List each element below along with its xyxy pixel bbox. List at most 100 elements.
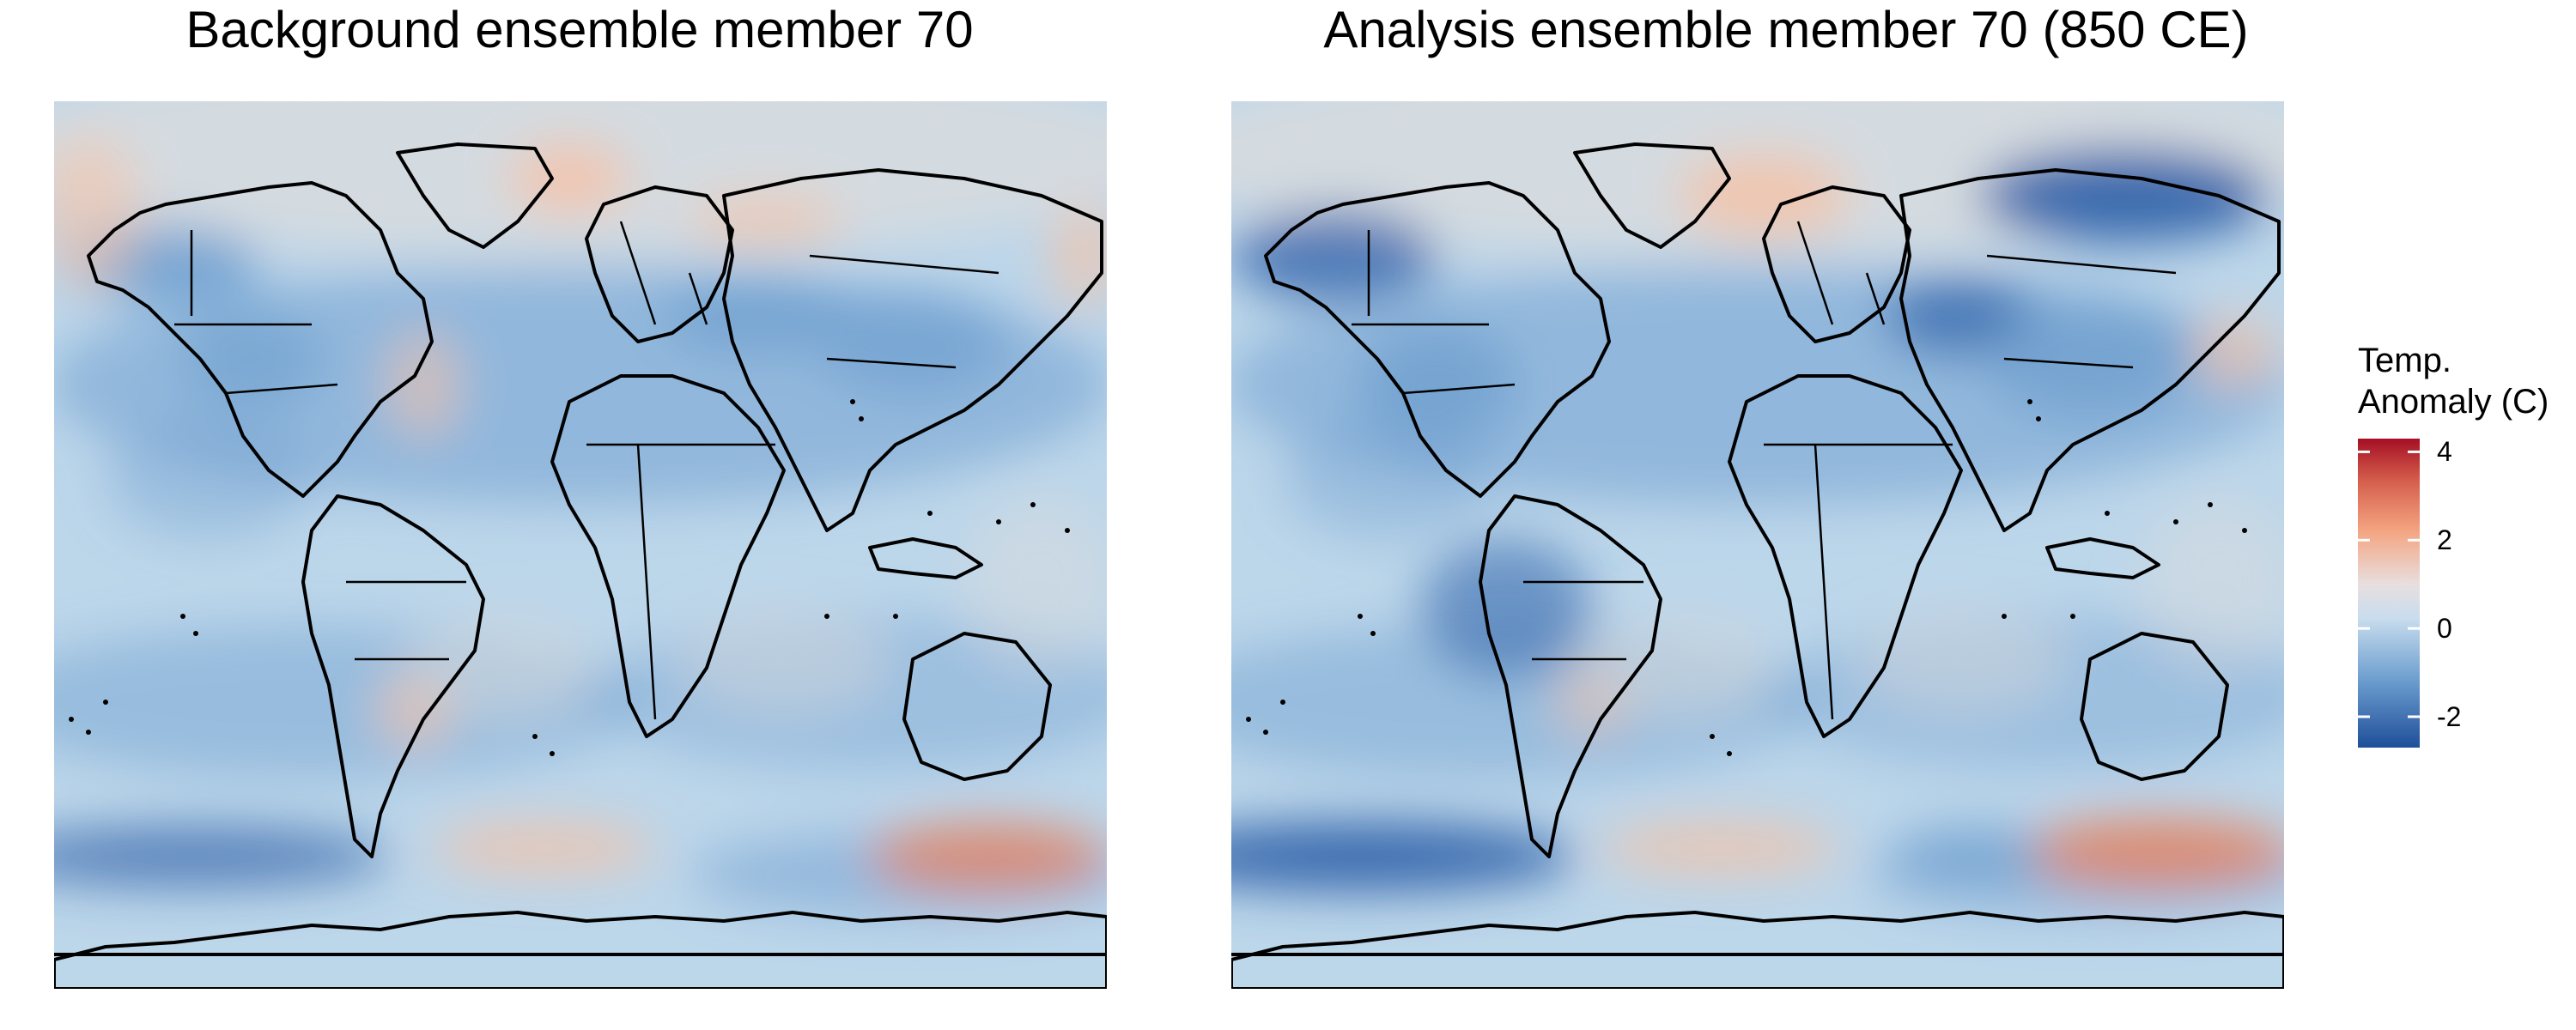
landmass-outline: [2080, 632, 2229, 781]
island-dot: [86, 730, 91, 735]
anomaly-blob: [1601, 822, 1841, 874]
anomaly-blob: [1987, 299, 2193, 419]
landmass-outline: [550, 374, 786, 738]
landmass-outline: [87, 181, 434, 498]
analysis-map: [1231, 101, 2284, 989]
island-dot: [1358, 614, 1363, 619]
anomaly-blob: [432, 822, 655, 874]
legend-tick-label: -2: [2437, 701, 2462, 732]
legend-ticks: [2358, 450, 2420, 718]
country-border: [1796, 221, 1834, 325]
landmass-outline: [1899, 168, 2281, 532]
island-dot: [996, 519, 1001, 524]
landmass-outline: [1479, 494, 1662, 858]
coastlines: [1231, 142, 2284, 989]
island-dot: [69, 717, 74, 722]
island-dot: [2070, 614, 2075, 619]
landmass-outline: [396, 142, 554, 249]
anomaly-blob: [1678, 153, 1850, 239]
legend-tick-label: 0: [2437, 613, 2452, 645]
anomaly-blob: [1420, 539, 1592, 676]
anomaly-blob: [1858, 608, 2064, 711]
anomaly-blob: [1583, 616, 1772, 719]
landmass-outline: [722, 168, 1103, 532]
country-border: [809, 254, 999, 275]
anomaly-blob: [1360, 324, 1515, 445]
anomaly-blob: [2142, 496, 2284, 668]
island-dot: [1727, 751, 1732, 756]
landmass-outline: [1762, 185, 1911, 343]
island-dot: [893, 614, 898, 619]
island-dot: [859, 416, 864, 421]
anomaly-blob: [54, 827, 389, 887]
landmass-outline: [301, 494, 485, 858]
island-dot: [1280, 700, 1285, 705]
anomaly-blob: [2021, 818, 2284, 887]
anomaly-blob: [964, 496, 1107, 668]
legend-title-line1: Temp.: [2358, 342, 2451, 379]
country-border: [225, 383, 338, 395]
legend-tick-label: 4: [2437, 436, 2452, 468]
island-dot: [2002, 614, 2007, 619]
anomaly-blob: [1283, 419, 1489, 539]
landmass-outline: [1231, 911, 2284, 989]
island-dot: [2105, 511, 2110, 516]
legend-gradient: [2358, 439, 2420, 748]
anomaly-field: [54, 101, 1107, 917]
anomaly-blob: [389, 333, 458, 436]
island-dot: [2173, 519, 2178, 524]
anomaly-blob: [2193, 316, 2279, 385]
anomaly-blob: [1231, 209, 1437, 303]
landmass-outline: [54, 911, 1107, 989]
country-border: [636, 444, 657, 720]
landmass-outline: [1264, 181, 1611, 498]
island-dot: [850, 399, 855, 404]
island-dot: [532, 734, 538, 739]
country-borders: [1352, 221, 2177, 720]
island-dot: [550, 751, 555, 756]
anomaly-blob: [106, 419, 312, 539]
landmass-outline: [868, 537, 983, 579]
country-border: [1402, 383, 1516, 395]
country-border: [1865, 272, 1886, 325]
anomaly-blob: [870, 822, 1107, 891]
country-border: [1814, 444, 1834, 720]
island-dot: [2208, 502, 2213, 507]
island-dot: [2242, 528, 2247, 533]
anomaly-blob: [1893, 827, 2047, 878]
landmass-outline: [1573, 142, 1731, 249]
legend-title-line2: Anomaly (C): [2358, 383, 2549, 421]
island-dot: [1065, 528, 1070, 533]
anomaly-blob: [380, 676, 449, 745]
country-border: [688, 272, 708, 325]
anomaly-blob: [681, 608, 887, 711]
anomaly-blob: [1978, 148, 2270, 243]
landmass-outline: [1728, 374, 1963, 738]
island-dot: [2027, 399, 2032, 404]
analysis-panel-title: Analysis ensemble member 70 (850 CE): [1323, 1, 2249, 58]
island-dot: [824, 614, 829, 619]
landmass-outline: [2045, 537, 2160, 579]
anomaly-blob: [818, 290, 1007, 393]
anomaly-blob: [1231, 822, 1575, 891]
landmass-outline: [902, 632, 1052, 781]
country-border: [619, 221, 657, 325]
island-dot: [927, 511, 933, 516]
island-dot: [1246, 717, 1251, 722]
country-border: [826, 357, 957, 369]
island-dot: [180, 614, 185, 619]
island-dot: [103, 700, 108, 705]
anomaly-blob: [183, 307, 320, 410]
legend-tick-label: 2: [2437, 524, 2452, 556]
anomaly-blob: [1558, 668, 1626, 736]
anomaly-blob: [54, 136, 140, 290]
anomaly-blob: [406, 616, 595, 719]
island-dot: [193, 631, 198, 636]
country-border: [2003, 357, 2134, 369]
island-dot: [1710, 734, 1715, 739]
island-dot: [1263, 730, 1268, 735]
country-borders: [174, 221, 999, 720]
island-dot: [2036, 416, 2041, 421]
landmass-outline: [585, 185, 734, 343]
coastlines: [54, 142, 1107, 989]
